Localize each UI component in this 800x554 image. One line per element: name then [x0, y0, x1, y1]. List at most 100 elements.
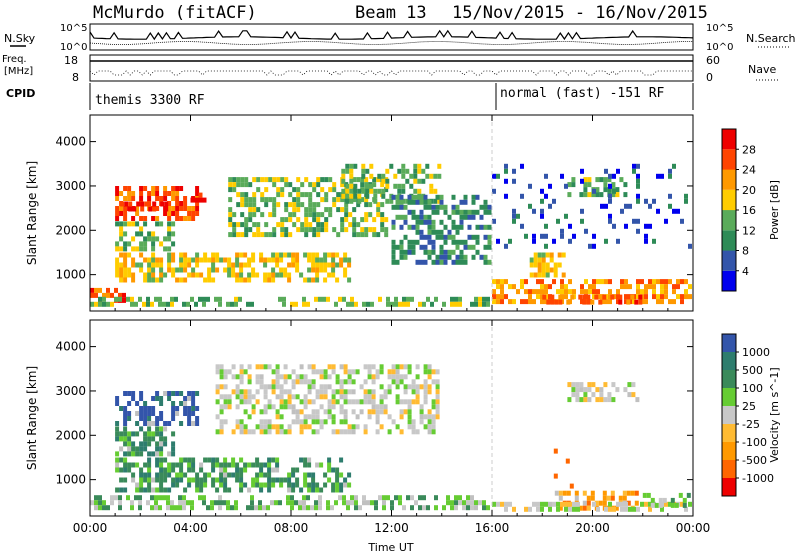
heatmap-cell	[343, 477, 348, 483]
heatmap-cell	[564, 294, 568, 300]
heatmap-cell	[496, 294, 500, 300]
heatmap-cell	[437, 198, 442, 204]
heatmap-cell	[450, 505, 454, 511]
heatmap-cell	[227, 262, 232, 268]
heatmap-cell	[127, 401, 132, 406]
heatmap-cell	[271, 379, 276, 385]
heatmap-cell	[127, 252, 132, 258]
heatmap-cell	[260, 192, 265, 198]
heatmap-cell	[198, 192, 203, 198]
heatmap-cell	[558, 495, 563, 501]
heatmap-cell	[427, 219, 432, 225]
heatmap-cell	[171, 267, 176, 273]
heatmap-cell	[418, 495, 422, 501]
heatmap-cell	[634, 490, 639, 496]
heatmap-cell	[320, 187, 325, 193]
heatmap-cell	[247, 364, 252, 370]
heatmap-cell	[652, 198, 656, 204]
heatmap-cell	[255, 482, 260, 488]
heatmap-cell	[300, 182, 305, 188]
heatmap-cell	[288, 217, 293, 223]
heatmap-cell	[417, 163, 422, 169]
heatmap-cell	[278, 500, 282, 506]
heatmap-cell	[455, 239, 460, 245]
colorbar-swatch	[722, 424, 736, 442]
heatmap-cell	[278, 296, 282, 302]
heatmap-cell	[351, 369, 356, 375]
heatmap-cell	[636, 506, 640, 512]
heatmap-cell	[171, 482, 176, 488]
heatmap-cell	[143, 401, 148, 406]
heatmap-cell	[368, 202, 373, 208]
heatmap-cell	[115, 257, 120, 263]
heatmap-cell	[548, 203, 552, 209]
heatmap-cell	[603, 397, 608, 403]
heatmap-cell	[236, 192, 241, 198]
heatmap-cell	[504, 501, 508, 507]
heatmap-cell	[178, 500, 182, 506]
heatmap-cell	[435, 404, 440, 410]
heatmap-cell	[182, 495, 186, 501]
heatmap-cell	[433, 188, 438, 194]
heatmap-cell	[280, 222, 285, 228]
heatmap-cell	[191, 462, 196, 468]
heatmap-cell	[159, 272, 164, 278]
heatmap-cell	[312, 187, 317, 193]
heatmap-cell	[155, 426, 160, 432]
heatmap-cell	[624, 279, 628, 285]
heatmap-cell	[275, 457, 280, 463]
heatmap-cell	[239, 457, 244, 463]
heatmap-cell	[311, 399, 316, 405]
heatmap-cell	[419, 214, 424, 220]
heatmap-cell	[274, 500, 278, 506]
heatmap-cell	[451, 259, 456, 265]
heatmap-cell	[512, 284, 516, 290]
heatmap-cell	[341, 168, 346, 174]
heatmap-cell	[271, 389, 276, 395]
heatmap-cell	[234, 301, 238, 307]
heatmap-cell	[167, 472, 172, 478]
heatmap-cell	[532, 501, 536, 507]
heatmap-cell	[668, 173, 672, 179]
heatmap-cell	[119, 277, 124, 283]
heatmap-cell	[183, 411, 188, 416]
heatmap-cell	[471, 244, 476, 250]
heatmap-cell	[564, 284, 568, 290]
heatmap-cell	[143, 416, 148, 421]
heatmap-cell	[619, 177, 624, 183]
heatmap-cell	[252, 202, 257, 208]
heatmap-cell	[163, 441, 168, 447]
heatmap-cell	[211, 252, 216, 258]
heatmap-cell	[422, 505, 426, 511]
heatmap-cell	[267, 424, 272, 430]
heatmap-cell	[346, 500, 350, 506]
heatmap-cell	[206, 296, 210, 302]
heatmap-cell	[166, 301, 170, 307]
heatmap-cell	[431, 414, 436, 420]
heatmap-cell	[682, 497, 687, 503]
heatmap-cell	[634, 500, 639, 506]
heatmap-cell	[163, 236, 168, 242]
heatmap-cell	[323, 394, 328, 400]
heatmap-cell	[591, 382, 596, 388]
heatmap-cell	[414, 500, 418, 506]
heatmap-cell	[544, 233, 548, 239]
heatmap-cell	[155, 462, 160, 468]
heatmap-cell	[345, 168, 350, 174]
heatmap-cell	[311, 419, 316, 425]
heatmap-cell	[668, 168, 672, 174]
heatmap-cell	[195, 191, 200, 196]
heatmap-cell	[300, 202, 305, 208]
heatmap-cell	[339, 364, 344, 370]
heatmap-cell	[258, 500, 262, 506]
heatmap-cell	[106, 287, 110, 293]
heatmap-cell	[131, 257, 136, 263]
heatmap-cell	[423, 364, 428, 370]
heatmap-cell	[421, 168, 426, 174]
heatmap-cell	[94, 287, 98, 293]
heatmap-cell	[427, 389, 432, 395]
heatmap-cell	[123, 252, 128, 258]
heatmap-cell	[672, 284, 676, 290]
heatmap-cell	[143, 406, 148, 411]
heatmap-cell	[280, 192, 285, 198]
